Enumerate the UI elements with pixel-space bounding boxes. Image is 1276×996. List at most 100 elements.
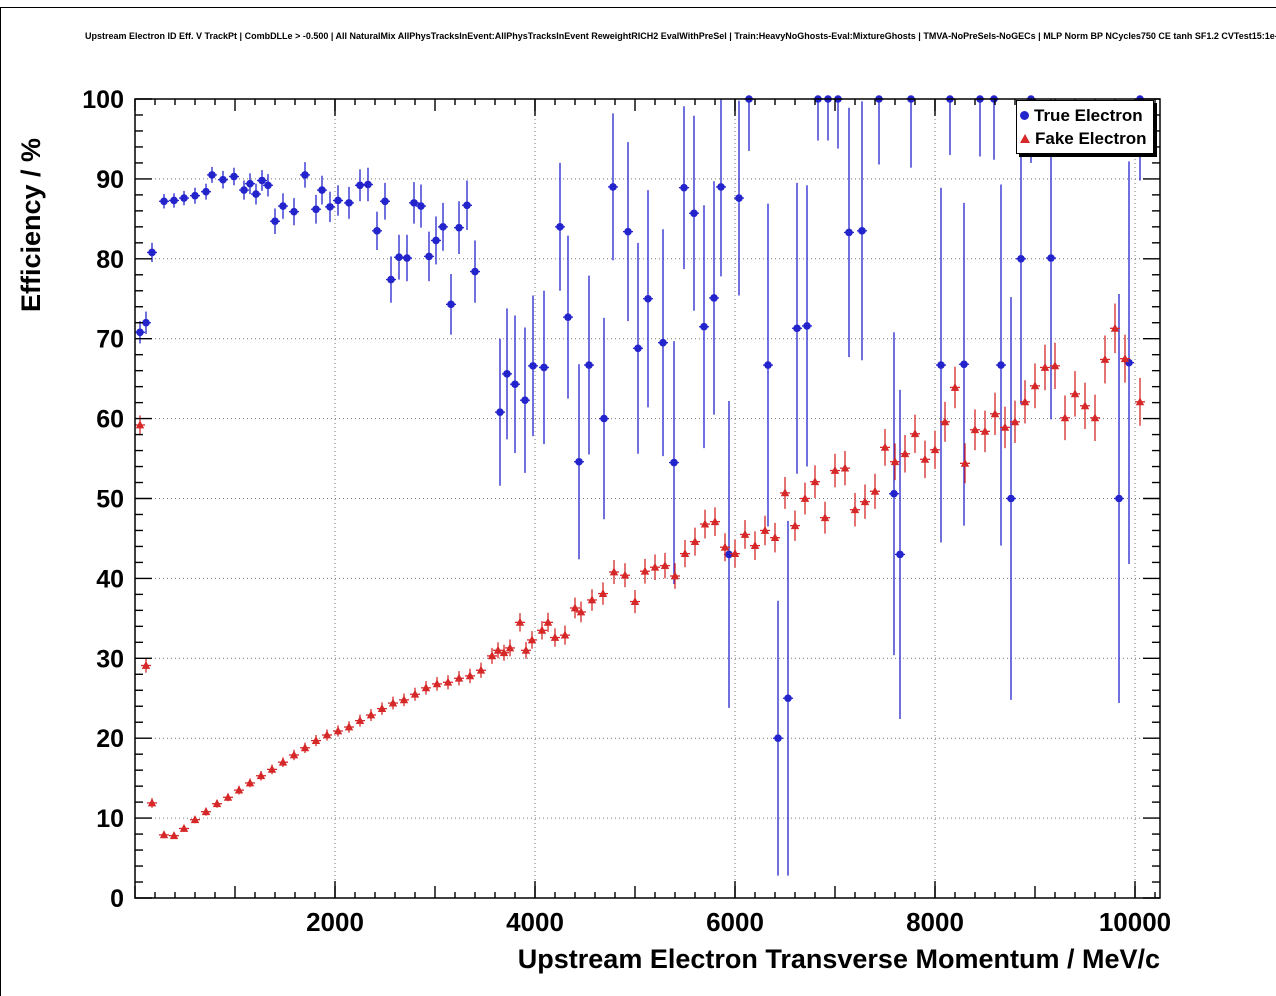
legend-item-true-electron: True Electron bbox=[1017, 104, 1153, 127]
data-point bbox=[417, 202, 425, 210]
data-point bbox=[208, 171, 216, 179]
data-point bbox=[784, 694, 792, 703]
data-point bbox=[890, 457, 900, 466]
data-point bbox=[710, 517, 720, 526]
data-point bbox=[550, 632, 560, 641]
data-point bbox=[760, 525, 770, 534]
data-point bbox=[289, 750, 299, 759]
true-electron-series bbox=[135, 95, 1145, 876]
data-point bbox=[890, 489, 898, 498]
data-point bbox=[680, 183, 688, 192]
data-point bbox=[576, 607, 586, 616]
legend: True Electron Fake Electron bbox=[1016, 100, 1154, 154]
data-point bbox=[537, 625, 547, 634]
data-point bbox=[278, 757, 288, 766]
svg-text:40: 40 bbox=[96, 565, 124, 593]
data-point bbox=[659, 338, 667, 347]
data-point bbox=[720, 542, 730, 551]
data-point bbox=[730, 549, 740, 558]
data-point bbox=[476, 665, 486, 674]
data-point bbox=[1090, 413, 1100, 422]
data-point bbox=[560, 630, 570, 639]
data-point bbox=[598, 588, 608, 597]
data-point bbox=[300, 743, 310, 752]
data-point bbox=[950, 382, 960, 391]
data-point bbox=[845, 228, 853, 237]
data-point bbox=[279, 202, 287, 210]
data-point bbox=[570, 603, 580, 612]
data-point bbox=[515, 617, 525, 626]
data-point bbox=[750, 541, 760, 550]
data-point bbox=[770, 533, 780, 542]
fake-electron-marker-icon bbox=[1020, 134, 1030, 143]
data-point bbox=[1047, 254, 1055, 262]
data-point bbox=[147, 798, 157, 807]
data-point bbox=[345, 199, 353, 207]
data-point bbox=[764, 361, 772, 369]
data-point bbox=[940, 417, 950, 426]
plot-frame bbox=[134, 98, 1161, 899]
data-point bbox=[381, 197, 389, 206]
data-point bbox=[1115, 494, 1123, 503]
data-point bbox=[920, 454, 930, 463]
data-point bbox=[425, 252, 433, 261]
legend-label-fake-electron: Fake Electron bbox=[1035, 129, 1147, 148]
data-point bbox=[529, 362, 537, 370]
data-point bbox=[142, 318, 150, 327]
data-point bbox=[630, 596, 640, 605]
data-point bbox=[609, 567, 619, 576]
data-point bbox=[937, 361, 945, 369]
data-point bbox=[190, 815, 200, 824]
data-point bbox=[240, 186, 248, 194]
data-point bbox=[202, 187, 210, 196]
data-point bbox=[650, 562, 660, 571]
data-point bbox=[680, 549, 690, 558]
data-point bbox=[1000, 422, 1010, 431]
data-point bbox=[443, 677, 453, 686]
data-point bbox=[1040, 362, 1050, 371]
data-point bbox=[585, 361, 593, 369]
data-point bbox=[880, 442, 890, 451]
data-point bbox=[600, 414, 608, 423]
data-point bbox=[980, 426, 990, 435]
data-point bbox=[212, 799, 222, 808]
data-point bbox=[410, 689, 420, 698]
data-point bbox=[793, 324, 801, 333]
data-point bbox=[388, 698, 398, 707]
data-point bbox=[1120, 354, 1130, 363]
svg-text:100: 100 bbox=[82, 86, 124, 114]
data-point bbox=[403, 254, 411, 262]
data-point bbox=[543, 617, 553, 626]
data-point bbox=[870, 486, 880, 495]
data-point bbox=[700, 519, 710, 528]
data-point bbox=[230, 172, 238, 181]
data-point bbox=[439, 223, 447, 231]
data-point bbox=[644, 294, 652, 303]
svg-text:70: 70 bbox=[96, 326, 124, 354]
data-point bbox=[735, 194, 743, 202]
data-point bbox=[700, 322, 708, 331]
data-point bbox=[1017, 254, 1025, 263]
data-point bbox=[258, 176, 266, 185]
legend-item-fake-electron: Fake Electron bbox=[1017, 127, 1153, 150]
svg-text:2000: 2000 bbox=[306, 907, 364, 937]
fake-electron-series bbox=[135, 303, 1145, 840]
data-point bbox=[858, 227, 866, 235]
data-point bbox=[660, 561, 670, 570]
data-point bbox=[355, 716, 365, 725]
data-point bbox=[170, 196, 178, 205]
data-point bbox=[820, 513, 830, 522]
data-point bbox=[387, 275, 395, 284]
data-point bbox=[527, 635, 537, 644]
data-point bbox=[997, 361, 1005, 369]
data-point bbox=[790, 521, 800, 530]
data-point bbox=[463, 201, 471, 210]
data-point bbox=[201, 807, 211, 816]
data-point bbox=[670, 458, 678, 467]
data-point bbox=[334, 196, 342, 205]
data-point bbox=[454, 673, 464, 682]
data-point bbox=[219, 175, 227, 184]
data-point bbox=[1050, 361, 1060, 370]
data-point bbox=[496, 408, 504, 417]
